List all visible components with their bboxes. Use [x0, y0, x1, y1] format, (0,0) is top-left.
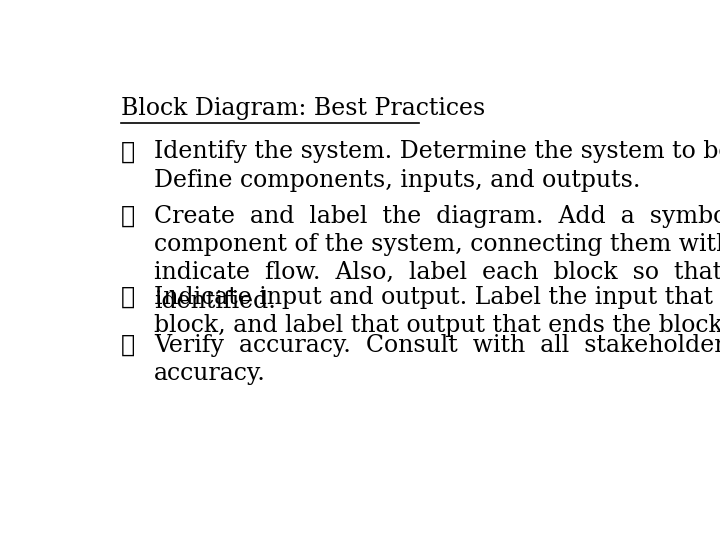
Text: Define components, inputs, and outputs.: Define components, inputs, and outputs.	[154, 168, 641, 192]
Text: ☐: ☐	[121, 140, 135, 164]
Text: ☐: ☐	[121, 286, 135, 309]
Text: block, and label that output that ends the block.: block, and label that output that ends t…	[154, 314, 720, 337]
Text: identified.: identified.	[154, 289, 276, 313]
Text: Identify the system. Determine the system to be illustrated.: Identify the system. Determine the syste…	[154, 140, 720, 164]
Text: indicate  flow.  Also,  label  each  block  so  that  it  is  easily: indicate flow. Also, label each block so…	[154, 261, 720, 285]
Text: Block Diagram: Best Practices: Block Diagram: Best Practices	[121, 97, 485, 120]
Text: ☐: ☐	[121, 205, 135, 228]
Text: ☐: ☐	[121, 334, 135, 357]
Text: Create  and  label  the  diagram.  Add  a  symbol  for  each: Create and label the diagram. Add a symb…	[154, 205, 720, 228]
Text: component of the system, connecting them with arrows to: component of the system, connecting them…	[154, 233, 720, 256]
Text: Verify  accuracy.  Consult  with  all  stakeholders  to  verify: Verify accuracy. Consult with all stakeh…	[154, 334, 720, 357]
Text: Indicate input and output. Label the input that activates a: Indicate input and output. Label the inp…	[154, 286, 720, 309]
Text: accuracy.: accuracy.	[154, 362, 266, 385]
